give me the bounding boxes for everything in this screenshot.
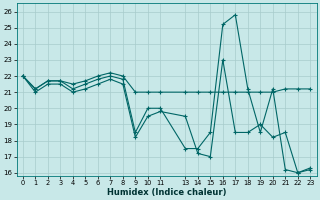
X-axis label: Humidex (Indice chaleur): Humidex (Indice chaleur) [107,188,226,197]
